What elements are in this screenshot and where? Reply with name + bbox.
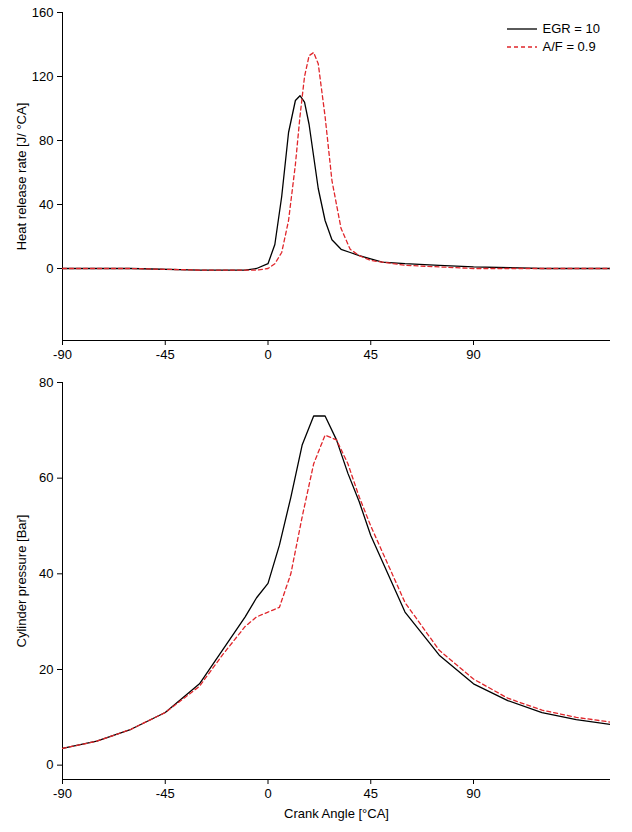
svg-text:-45: -45 [156, 786, 175, 801]
svg-text:45: 45 [364, 347, 378, 362]
svg-text:80: 80 [39, 133, 53, 148]
svg-text:0: 0 [46, 757, 53, 772]
svg-text:80: 80 [39, 375, 53, 390]
html-text:A/F = 0.9: A/F = 0.9 [542, 39, 596, 54]
svg-text:Heat release rate [J/ °CA]: Heat release rate [J/ °CA] [14, 103, 29, 251]
html-text:EGR = 10: EGR = 10 [542, 21, 600, 36]
svg-text:160: 160 [32, 5, 54, 20]
svg-text:90: 90 [466, 786, 480, 801]
svg-text:45: 45 [364, 786, 378, 801]
svg-text:120: 120 [32, 69, 54, 84]
svg-text:-90: -90 [53, 786, 72, 801]
svg-text:40: 40 [39, 197, 53, 212]
svg-text:0: 0 [264, 347, 271, 362]
svg-text:-45: -45 [156, 347, 175, 362]
svg-text:90: 90 [466, 347, 480, 362]
svg-text:60: 60 [39, 470, 53, 485]
svg-text:0: 0 [46, 261, 53, 276]
svg-text:Crank Angle [°CA]: Crank Angle [°CA] [284, 806, 389, 821]
svg-text:0: 0 [264, 786, 271, 801]
svg-text:20: 20 [39, 662, 53, 677]
svg-text:-90: -90 [53, 347, 72, 362]
svg-text:40: 40 [39, 566, 53, 581]
svg-text:Cylinder pressure [Bar]: Cylinder pressure [Bar] [14, 515, 29, 648]
